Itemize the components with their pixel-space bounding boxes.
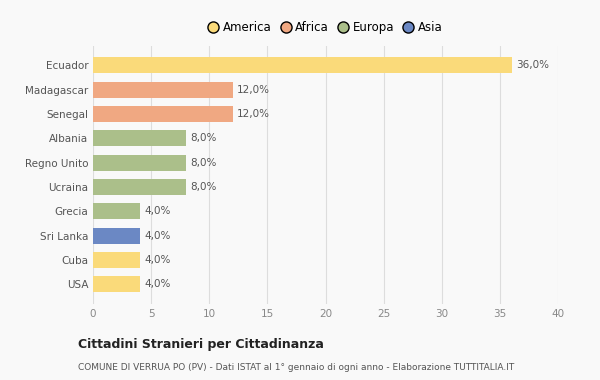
- Text: 8,0%: 8,0%: [191, 182, 217, 192]
- Bar: [93, 82, 233, 98]
- Bar: [93, 179, 186, 195]
- Text: 36,0%: 36,0%: [516, 60, 549, 70]
- Bar: [93, 228, 139, 244]
- Bar: [93, 155, 186, 171]
- Text: 4,0%: 4,0%: [144, 279, 170, 289]
- Bar: [93, 130, 186, 146]
- Text: Cittadini Stranieri per Cittadinanza: Cittadini Stranieri per Cittadinanza: [78, 338, 324, 351]
- Bar: [93, 57, 511, 73]
- Text: COMUNE DI VERRUA PO (PV) - Dati ISTAT al 1° gennaio di ogni anno - Elaborazione : COMUNE DI VERRUA PO (PV) - Dati ISTAT al…: [78, 364, 514, 372]
- Legend: America, Africa, Europa, Asia: America, Africa, Europa, Asia: [205, 18, 446, 38]
- Text: 4,0%: 4,0%: [144, 231, 170, 241]
- Bar: [93, 203, 139, 219]
- Text: 4,0%: 4,0%: [144, 255, 170, 265]
- Bar: [93, 276, 139, 292]
- Text: 8,0%: 8,0%: [191, 158, 217, 168]
- Text: 8,0%: 8,0%: [191, 133, 217, 143]
- Text: 12,0%: 12,0%: [237, 85, 270, 95]
- Text: 4,0%: 4,0%: [144, 206, 170, 216]
- Bar: [93, 252, 139, 268]
- Text: 12,0%: 12,0%: [237, 109, 270, 119]
- Bar: [93, 106, 233, 122]
